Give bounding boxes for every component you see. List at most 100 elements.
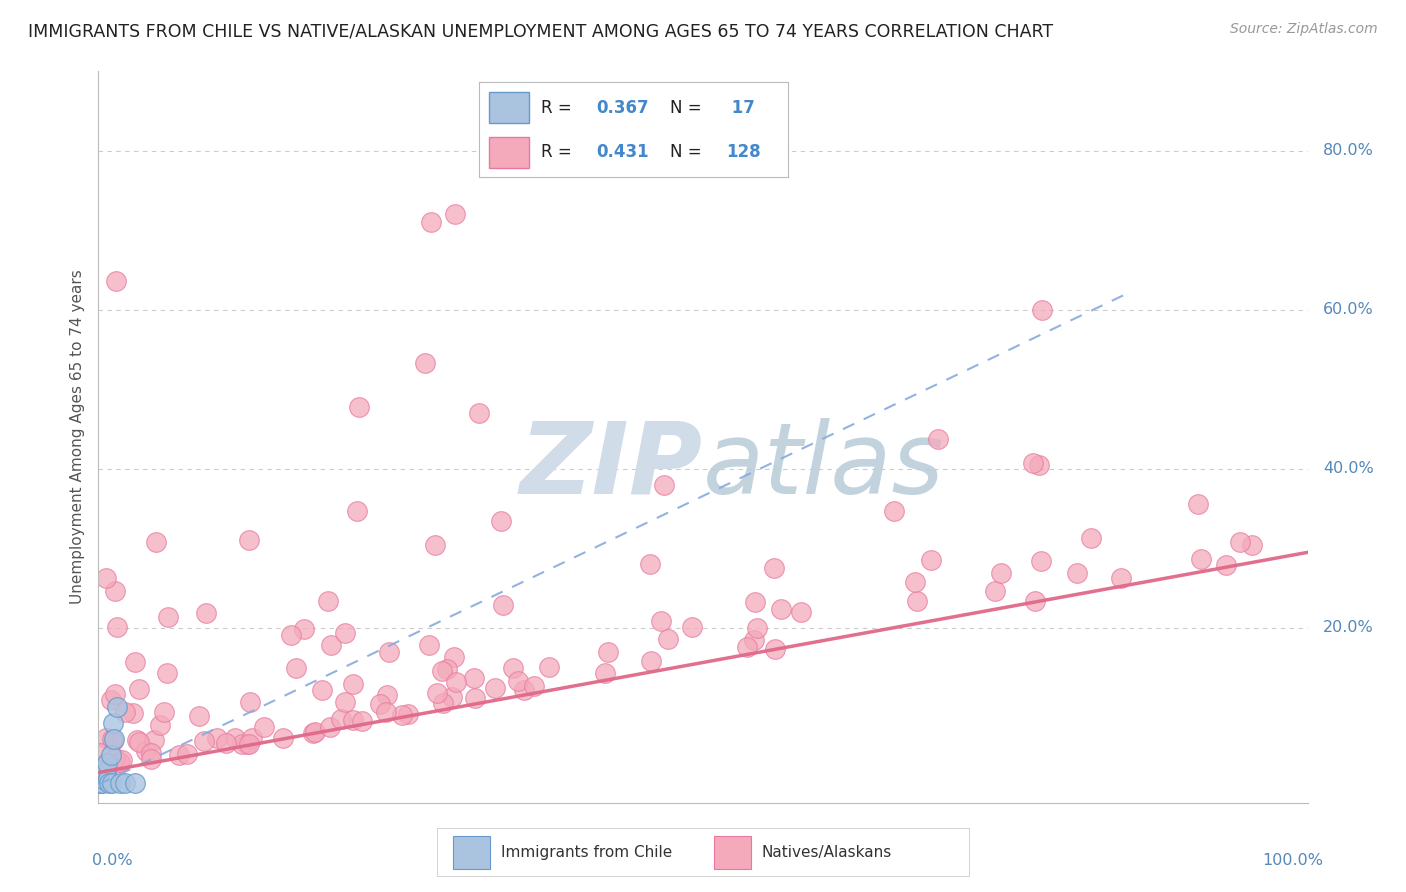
Point <box>789 605 811 619</box>
Point <box>94 731 117 745</box>
Point <box>650 614 672 628</box>
Point <box>1028 458 1050 472</box>
Point <box>1024 594 1046 608</box>
Point <box>108 776 131 790</box>
Point <box>430 664 453 678</box>
Point <box>91 776 114 790</box>
Point <box>1215 558 1237 572</box>
Point <box>101 734 124 748</box>
Text: 0.0%: 0.0% <box>93 853 134 868</box>
Point <box>100 748 122 763</box>
Point <box>100 693 122 707</box>
Point <box>920 553 942 567</box>
Point <box>207 731 229 745</box>
Text: 60.0%: 60.0% <box>1323 302 1374 318</box>
Point <box>152 706 174 720</box>
Point <box>347 401 370 415</box>
Point <box>464 691 486 706</box>
Point <box>238 737 260 751</box>
Point <box>640 654 662 668</box>
Point <box>319 720 342 734</box>
Point <box>484 681 506 695</box>
Point <box>744 595 766 609</box>
Point <box>121 706 143 721</box>
Point <box>657 632 679 647</box>
Point <box>423 538 446 552</box>
Point <box>101 716 124 731</box>
Point <box>513 683 536 698</box>
Text: 80.0%: 80.0% <box>1323 144 1374 159</box>
Point <box>89 776 111 790</box>
Point <box>114 776 136 790</box>
Point <box>156 610 179 624</box>
Point <box>316 593 339 607</box>
Point <box>377 645 399 659</box>
Point <box>100 776 122 790</box>
Point <box>420 215 443 229</box>
Point <box>333 626 356 640</box>
Point <box>188 709 211 723</box>
Point <box>89 763 111 777</box>
Point <box>396 706 419 721</box>
Point <box>149 718 172 732</box>
Point <box>463 672 485 686</box>
Text: Source: ZipAtlas.com: Source: ZipAtlas.com <box>1230 22 1378 37</box>
Point <box>506 673 529 688</box>
Point <box>104 687 127 701</box>
Point <box>391 707 413 722</box>
Point <box>1031 554 1053 568</box>
Point <box>236 737 259 751</box>
Point <box>444 207 467 221</box>
Point <box>883 504 905 518</box>
Point <box>292 622 315 636</box>
Point <box>143 732 166 747</box>
Point <box>770 601 793 615</box>
Point <box>368 697 391 711</box>
Point <box>1080 532 1102 546</box>
Point <box>271 731 294 746</box>
Point <box>285 661 308 675</box>
Point <box>141 746 163 760</box>
Point <box>638 557 661 571</box>
Point <box>984 584 1007 599</box>
Point <box>593 665 616 680</box>
Point <box>104 751 127 765</box>
Point <box>352 714 374 728</box>
Point <box>489 515 512 529</box>
Point <box>319 638 342 652</box>
Text: 20.0%: 20.0% <box>1323 621 1374 635</box>
Point <box>1240 538 1263 552</box>
Point <box>239 695 262 709</box>
Point <box>735 640 758 654</box>
Point <box>1109 571 1132 585</box>
Point <box>418 638 440 652</box>
Point <box>302 726 325 740</box>
Point <box>346 504 368 518</box>
Point <box>135 744 157 758</box>
Point <box>443 649 465 664</box>
Point <box>103 732 125 747</box>
Point <box>105 620 128 634</box>
Point <box>156 665 179 680</box>
Point <box>905 594 928 608</box>
Point <box>311 683 333 698</box>
Point <box>502 660 524 674</box>
Point <box>335 695 357 709</box>
Text: IMMIGRANTS FROM CHILE VS NATIVE/ALASKAN UNEMPLOYMENT AMONG AGES 65 TO 74 YEARS C: IMMIGRANTS FROM CHILE VS NATIVE/ALASKAN … <box>28 22 1053 40</box>
Point <box>467 406 489 420</box>
Point <box>904 575 927 590</box>
Point <box>374 705 396 719</box>
Point <box>90 776 112 790</box>
Point <box>1022 456 1045 470</box>
Point <box>94 571 117 585</box>
Text: 100.0%: 100.0% <box>1263 853 1323 868</box>
Text: ZIP: ZIP <box>520 417 703 515</box>
Point <box>124 776 146 790</box>
Point <box>681 620 703 634</box>
Point <box>98 776 121 790</box>
Point <box>215 736 238 750</box>
Point <box>990 566 1012 580</box>
Point <box>93 768 115 782</box>
Point <box>304 725 326 739</box>
Point <box>441 690 464 705</box>
